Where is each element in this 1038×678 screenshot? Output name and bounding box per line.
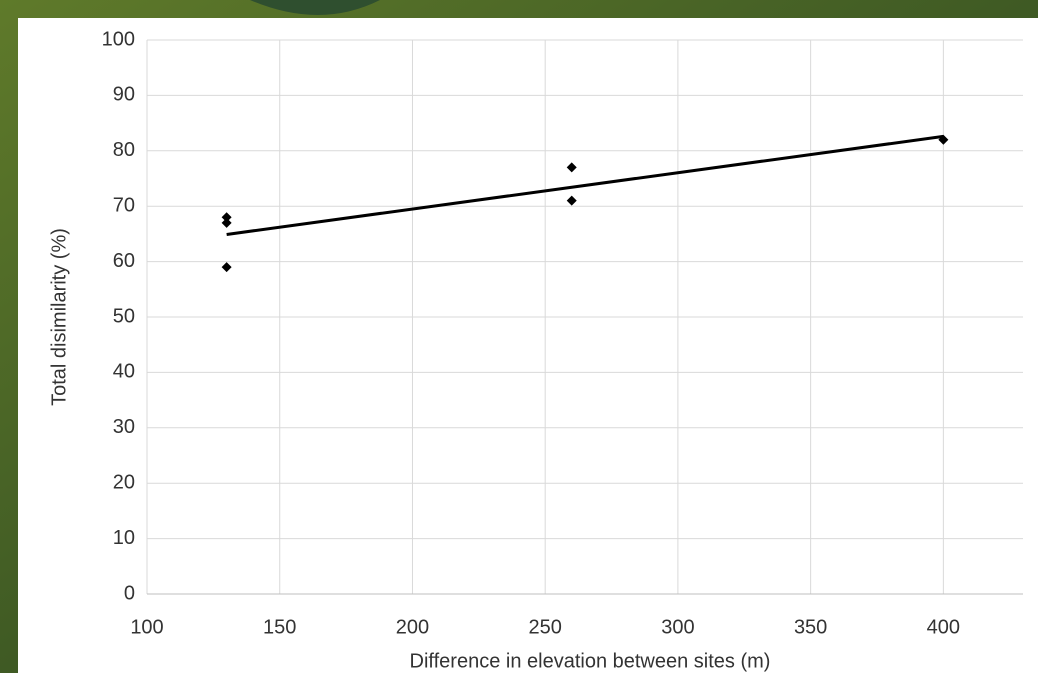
y-tick-label: 10 xyxy=(113,527,135,549)
x-axis-label: Difference in elevation between sites (m… xyxy=(410,650,771,672)
y-tick-label: 70 xyxy=(113,194,135,216)
y-tick-label: 80 xyxy=(113,139,135,161)
x-tick-label: 150 xyxy=(263,616,296,638)
x-tick-label: 400 xyxy=(927,616,960,638)
y-axis-label: Total disimilarity (%) xyxy=(48,228,70,406)
y-tick-label: 30 xyxy=(113,416,135,438)
y-tick-label: 50 xyxy=(113,305,135,327)
x-tick-label: 350 xyxy=(794,616,827,638)
x-tick-label: 250 xyxy=(528,616,561,638)
page: {"chart_data": {"type": "scatter", "xlab… xyxy=(0,0,1038,673)
x-tick-label: 200 xyxy=(396,616,429,638)
y-tick-label: 20 xyxy=(113,471,135,493)
y-tick-label: 100 xyxy=(102,28,135,50)
y-tick-label: 40 xyxy=(113,361,135,383)
y-tick-label: 60 xyxy=(113,250,135,272)
y-tick-label: 90 xyxy=(113,84,135,106)
y-tick-label: 0 xyxy=(124,582,135,604)
chart: Difference in elevation between sites (m… xyxy=(0,0,1038,673)
plot-panel xyxy=(18,18,1038,673)
x-tick-label: 300 xyxy=(661,616,694,638)
x-tick-label: 100 xyxy=(130,616,163,638)
